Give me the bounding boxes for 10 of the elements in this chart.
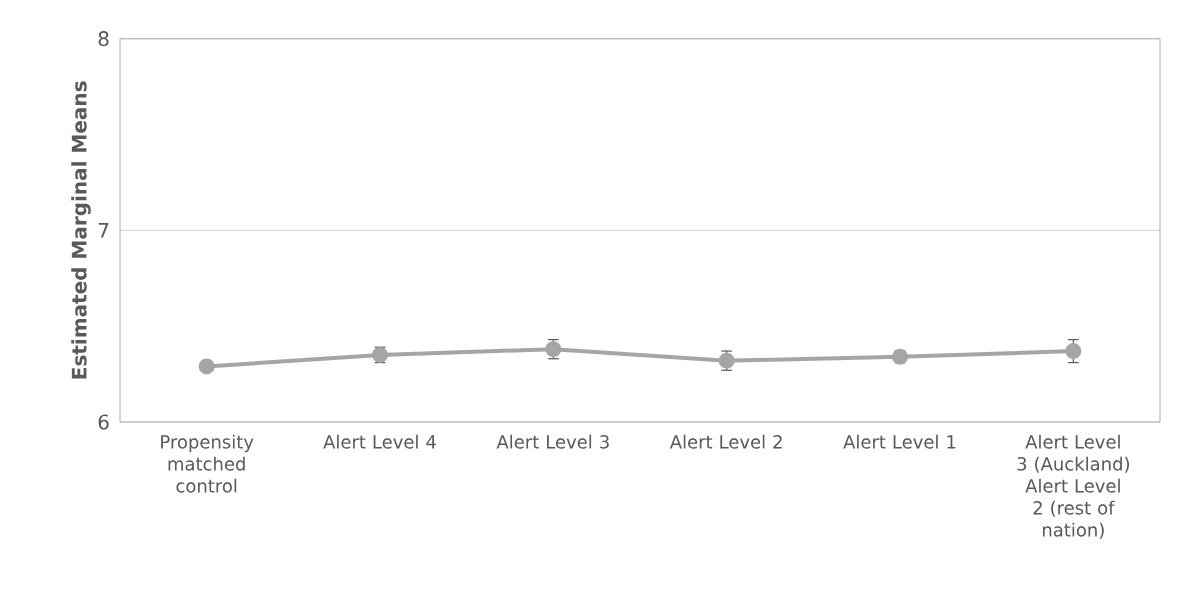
x-tick-label: Alert Level 2 bbox=[669, 434, 782, 449]
y-tick-label: 7 bbox=[98, 223, 109, 238]
x-tick-label: Alert Level 4 bbox=[323, 434, 436, 449]
y-tick-label: 6 bbox=[98, 414, 109, 430]
x-tick-label: Alert Level 3 bbox=[496, 434, 609, 449]
y-tick-label: 8 bbox=[98, 31, 109, 47]
x-tick-label: Alert Level 1 bbox=[843, 434, 956, 449]
x-tick-label: Propensity matched control bbox=[161, 434, 254, 493]
x-tick-label: Alert Level 3 (Auckland) Alert Level 2 (rest of nation) bbox=[1017, 434, 1129, 539]
y-axis-title: Estimated Marginal Means bbox=[71, 81, 91, 379]
